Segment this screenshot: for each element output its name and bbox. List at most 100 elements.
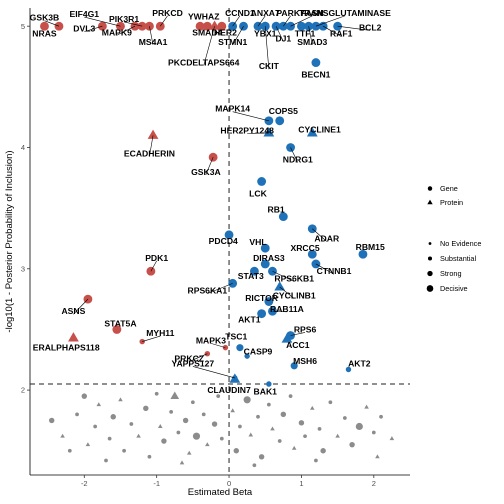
background-point: [389, 436, 395, 441]
background-point: [93, 424, 98, 429]
legend-label: Substantial: [440, 254, 476, 263]
legend-label: Strong: [440, 269, 462, 278]
label-connector: [264, 26, 270, 70]
point-raf1: [318, 21, 328, 31]
point-smad4: [202, 21, 212, 31]
point-label: NDRG1: [283, 155, 313, 165]
point-label: STMN1: [218, 37, 247, 47]
background-point: [60, 433, 65, 438]
point-label: LCK: [249, 189, 267, 199]
point-label: MAPK9: [102, 27, 132, 37]
point-label: PRKCD: [152, 8, 183, 18]
label-connector: [116, 25, 136, 36]
point-lck: [257, 177, 267, 186]
label-connector: [290, 15, 313, 27]
background-point: [328, 400, 333, 405]
point-label: TTF1: [295, 28, 316, 38]
label-connector: [203, 26, 215, 66]
point-label: ASNS: [61, 306, 85, 316]
point-label: ACC1: [286, 340, 310, 350]
background-point: [280, 411, 287, 418]
point-fasn: [286, 21, 295, 31]
label-connector: [247, 132, 269, 134]
point-label: CTNNB1: [317, 266, 352, 276]
point-label: MAPK14: [215, 104, 250, 114]
label-connector: [272, 310, 287, 313]
point-xrcc5: [307, 249, 317, 259]
point-label: ANXA7: [251, 8, 280, 18]
background-point: [211, 421, 218, 427]
label-connector: [210, 343, 226, 348]
point-label: STAT3: [238, 271, 264, 281]
background-point: [67, 448, 72, 453]
point-cyclinb1: [274, 281, 286, 291]
background-point: [349, 441, 355, 448]
background-point: [205, 442, 210, 447]
point-label: DJ1: [275, 33, 291, 43]
point-ndrg1: [286, 143, 295, 152]
point-rps6kb1: [268, 266, 277, 276]
legend-protein-marker: [427, 199, 433, 205]
x-tick-label: 2: [372, 479, 376, 488]
point-label: RBM15: [356, 242, 385, 252]
point-akt2: [345, 366, 352, 373]
background-point: [136, 433, 141, 438]
background-point: [110, 414, 116, 420]
background-point: [298, 420, 305, 426]
label-connector: [257, 15, 266, 27]
background-point: [75, 412, 79, 417]
point-label: RB1: [267, 204, 284, 214]
point-bcl2: [333, 21, 343, 31]
background-point: [379, 414, 383, 419]
background-point: [248, 432, 254, 437]
point-rictor: [264, 297, 274, 306]
point-label: RPS6KA1: [188, 286, 228, 296]
background-point: [291, 445, 297, 450]
label-connector: [84, 16, 121, 27]
background-point: [190, 400, 195, 405]
point-label: MAPK3: [196, 335, 226, 345]
legend-evidence-marker: [426, 285, 434, 292]
background-point: [355, 422, 363, 431]
background-point: [96, 402, 102, 407]
point-label: PDCD4: [209, 236, 238, 246]
point-label: BCL2: [359, 22, 382, 32]
background-point: [375, 454, 380, 459]
point-label: BAK1: [254, 386, 278, 396]
background-point: [170, 391, 180, 400]
point-label: DVL3: [73, 24, 95, 34]
point-label: CYCLINB1: [273, 290, 316, 300]
point-ecadherin: [147, 129, 159, 139]
background-point: [216, 394, 221, 399]
label-connector: [189, 353, 208, 362]
point-label: DIRAS3: [253, 253, 285, 263]
point-label: CYCLINE1: [298, 124, 341, 134]
x-tick-label: -1: [153, 479, 160, 488]
point-label: ECADHERIN: [124, 149, 175, 159]
label-connector: [150, 260, 157, 272]
point-cycline1: [306, 127, 318, 137]
background-point: [122, 448, 126, 453]
background-point: [320, 448, 326, 454]
legend-gene-marker: [427, 186, 433, 191]
point-label: CKIT: [259, 61, 280, 71]
point-label: RPS6KB1: [274, 273, 314, 283]
x-tick-label: 1: [299, 479, 303, 488]
axes: -2 -1 0 1 2 2 3 4 5 Estimated Beta -log10(1 - Post…: [4, 8, 410, 498]
point-label: CASP9: [244, 346, 273, 356]
label-connector: [232, 111, 269, 122]
point-label: RAF1: [330, 28, 353, 38]
point-label: PDK1: [145, 253, 168, 263]
point-label: TRANSGLUTAMINASE: [299, 8, 391, 18]
point-acc1: [281, 333, 293, 343]
background-point: [143, 405, 149, 412]
background-point: [169, 410, 174, 414]
background-point: [277, 439, 282, 443]
point-label: PRKCZ: [174, 354, 204, 364]
point-label: FASN: [301, 8, 324, 18]
background-point: [129, 422, 134, 426]
background-point: [158, 424, 163, 428]
point-bak1: [266, 381, 272, 387]
background-point: [154, 391, 159, 396]
background-point: [266, 402, 271, 407]
